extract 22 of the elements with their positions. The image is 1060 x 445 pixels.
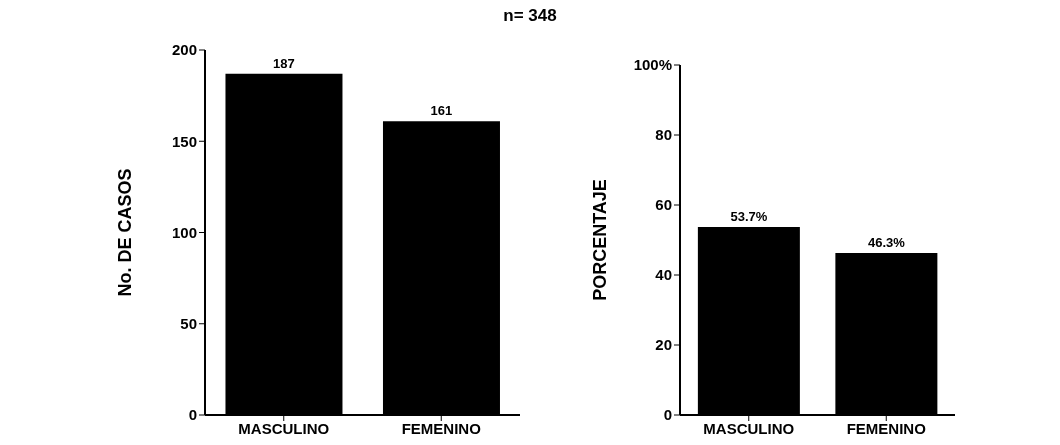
y-tick-label: 100% xyxy=(633,56,672,74)
x-tick-label: MASCULINO xyxy=(238,419,330,437)
y-tick-label: 200 xyxy=(171,41,197,59)
x-tick-label: FEMENINO xyxy=(846,419,927,437)
y-tick-label: 150 xyxy=(171,132,197,150)
y-tick-label: 0 xyxy=(663,406,672,424)
x-tick-label: FEMENINO xyxy=(401,419,482,437)
data-label: 53.7% xyxy=(730,209,768,225)
data-label: 161 xyxy=(430,103,453,119)
data-label: 46.3% xyxy=(867,234,906,250)
y-axis-title: No. DE CASOS xyxy=(115,168,136,297)
y-tick-label: 40 xyxy=(655,266,672,284)
x-tick-label: MASCULINO xyxy=(703,419,795,437)
y-tick-label: 50 xyxy=(180,315,197,333)
y-tick-label: 100 xyxy=(171,223,197,241)
chart-title: n= 348 xyxy=(502,6,558,26)
y-axis-title: PORCENTAJE xyxy=(590,179,611,301)
data-label: 187 xyxy=(273,55,295,71)
y-tick-label: 0 xyxy=(188,406,197,424)
y-tick-label: 60 xyxy=(655,196,672,214)
y-tick-label: 20 xyxy=(655,336,672,354)
y-tick-label: 80 xyxy=(655,126,672,144)
